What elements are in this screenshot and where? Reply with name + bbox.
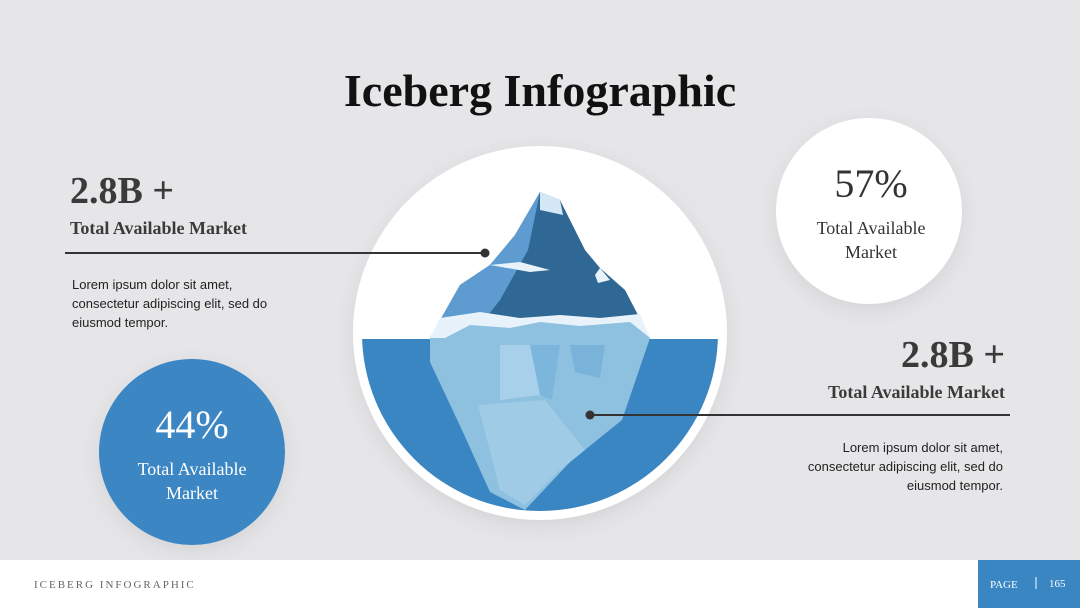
blue-circle (99, 359, 285, 545)
body-text: consectetur adipiscing elit, sed do (808, 459, 1003, 474)
circle-label: Total Available (138, 459, 247, 479)
circle-label: Market (166, 483, 218, 503)
body-text: eiusmod tempor. (72, 315, 168, 330)
title: Iceberg Infographic (344, 65, 736, 116)
stat-value: 2.8B + (70, 170, 174, 212)
page-box (978, 560, 1080, 608)
stat-value: 2.8B + (901, 334, 1005, 376)
body-text: Lorem ipsum dolor sit amet, (843, 440, 1003, 455)
connector-dot (480, 248, 490, 258)
page-number: 165 (1049, 578, 1066, 590)
page-label: PAGE (990, 579, 1018, 591)
white-circle (776, 118, 962, 304)
stat-label: Total Available Market (828, 382, 1005, 402)
body-text: eiusmod tempor. (907, 478, 1003, 493)
footer-title: ICEBERG INFOGRAPHIC (34, 579, 196, 591)
stat-label: Total Available Market (70, 218, 247, 238)
body-text: Lorem ipsum dolor sit amet, (72, 277, 232, 292)
circle-value: 44% (155, 402, 228, 447)
connector-dot (585, 410, 595, 420)
circle-label: Total Available (817, 218, 926, 238)
circle-value: 57% (834, 161, 907, 206)
circle-label: Market (845, 242, 897, 262)
footer-bar (0, 560, 1080, 608)
body-text: consectetur adipiscing elit, sed do (72, 296, 267, 311)
